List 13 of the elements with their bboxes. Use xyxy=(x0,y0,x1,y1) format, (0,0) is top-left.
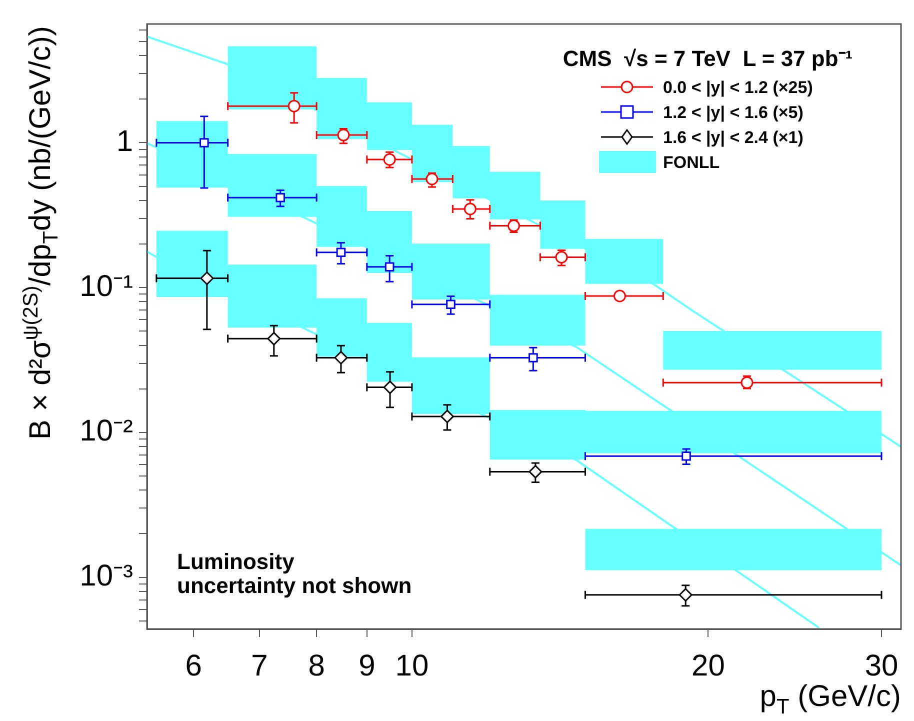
annotation: Luminosity uncertainty not shown xyxy=(177,549,412,598)
x-tick-label: 10 xyxy=(395,649,429,682)
y-tick-label: 10⁻³ xyxy=(80,560,134,593)
y-tick-label: 1 xyxy=(116,124,133,158)
y-tick-label: 10⁻² xyxy=(80,414,134,448)
x-tick-label: 20 xyxy=(692,649,725,682)
x-tick-label: 8 xyxy=(308,649,325,682)
x-tick-label: 9 xyxy=(358,649,376,682)
x-tick-label: 30 xyxy=(864,649,898,682)
y-tick-label: 10⁻¹ xyxy=(80,270,134,303)
x-tick-label: 6 xyxy=(185,649,202,682)
x-tick-label: 7 xyxy=(251,649,268,682)
y-axis-title: B × d²σψ(2S)/dpTdy (nb/(GeV/c)) xyxy=(19,26,62,440)
